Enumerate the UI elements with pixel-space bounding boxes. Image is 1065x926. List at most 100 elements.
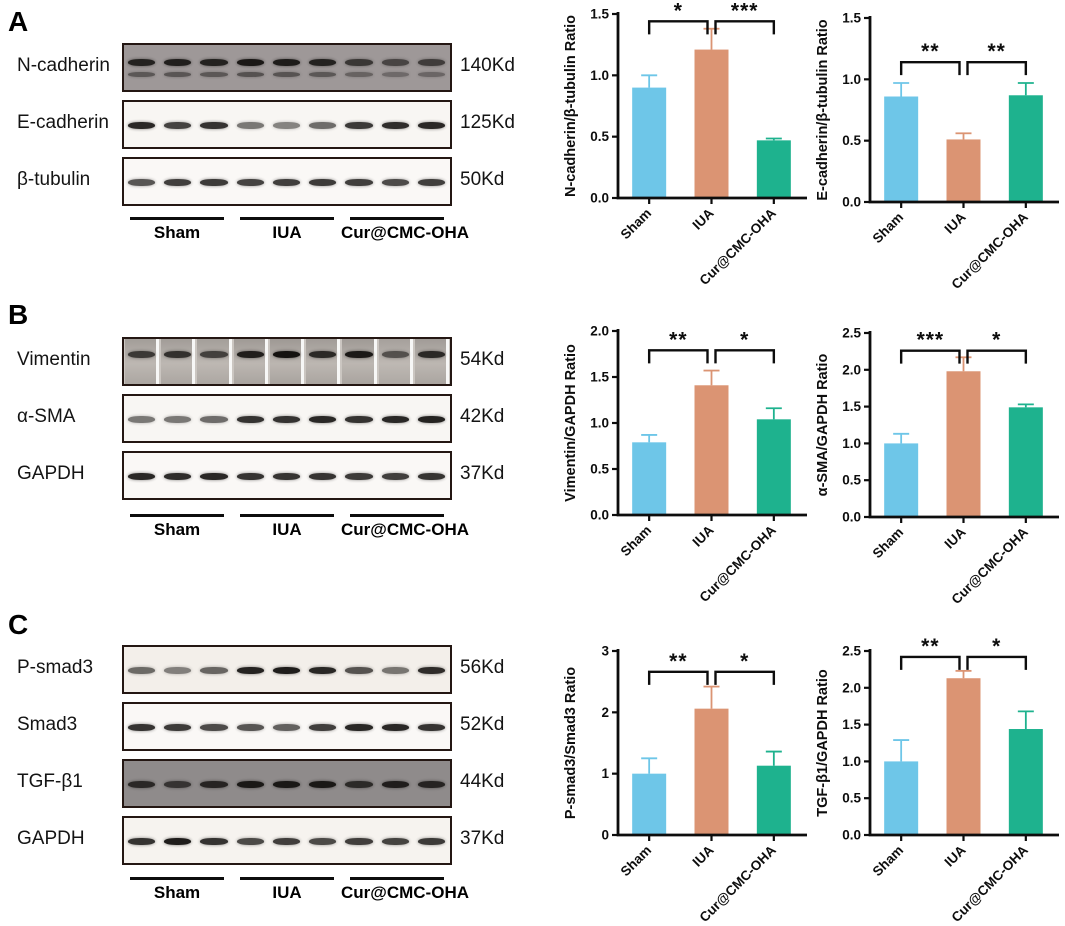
blot-lane-gap xyxy=(192,339,196,384)
bar-IUA xyxy=(946,678,981,835)
significance-stars: ** xyxy=(921,40,939,63)
protein-band xyxy=(417,179,445,186)
group-label-Sham: Sham xyxy=(153,520,201,539)
blot-lane-smear xyxy=(125,339,157,384)
y-tick-label: 1.5 xyxy=(842,11,861,26)
protein-band xyxy=(236,122,264,129)
protein-band xyxy=(417,667,445,674)
blot-strip-E-cadherin xyxy=(122,100,452,149)
y-tick-label: 1.5 xyxy=(590,370,609,385)
y-axis-label: Vimentin/GAPDH Ratio xyxy=(563,344,579,502)
molecular-weight-label: 54Kd xyxy=(460,349,505,370)
bar-IUA xyxy=(694,385,729,515)
y-tick-label: 2.0 xyxy=(842,362,861,377)
protein-band xyxy=(272,838,301,845)
x-category-label: IUA xyxy=(690,205,717,232)
blot-lane-gap xyxy=(373,339,377,384)
protein-band xyxy=(381,351,409,358)
protein-band xyxy=(309,122,337,129)
protein-band xyxy=(200,724,228,731)
protein-band xyxy=(164,122,192,129)
molecular-weight-label: 37Kd xyxy=(460,828,505,849)
y-tick-label: 0.0 xyxy=(842,195,861,210)
x-category-label: IUA xyxy=(942,209,969,236)
x-category-label: Sham xyxy=(870,210,907,247)
molecular-weight-label: 44Kd xyxy=(460,771,505,792)
significance-stars: * xyxy=(992,329,1001,352)
protein-band xyxy=(164,667,192,674)
significance-stars: * xyxy=(992,635,1001,658)
significance-stars: ** xyxy=(669,650,687,673)
group-underline xyxy=(130,217,224,220)
protein-band xyxy=(128,179,156,186)
protein-band xyxy=(164,781,192,788)
bar-Sham xyxy=(632,773,667,835)
protein-band xyxy=(128,473,156,480)
significance-bracket xyxy=(966,60,1028,76)
significance-bracket xyxy=(714,349,776,364)
protein-band xyxy=(345,724,373,731)
bar-Sham xyxy=(884,443,919,517)
protein-label: P-smad3 xyxy=(17,657,94,678)
protein-band xyxy=(345,179,373,186)
x-category-label: IUA xyxy=(942,842,969,869)
bar-IUA xyxy=(694,708,729,835)
protein-band xyxy=(345,781,373,788)
blot-lane-gap xyxy=(264,339,268,384)
molecular-weight-label: 37Kd xyxy=(460,463,505,484)
group-underline xyxy=(130,514,224,517)
bar-IUA xyxy=(946,371,981,517)
protein-label: TGF-β1 xyxy=(17,771,83,792)
protein-band xyxy=(272,781,301,788)
blot-strip-P-smad3 xyxy=(122,645,452,694)
protein-band xyxy=(128,781,156,788)
significance-bracket xyxy=(966,655,1028,670)
y-tick-label: 1.0 xyxy=(842,754,861,769)
protein-band xyxy=(417,122,445,129)
protein-label: Smad3 xyxy=(17,714,78,735)
protein-band xyxy=(164,351,192,358)
protein-band-secondary xyxy=(345,72,373,77)
blot-lane-smear xyxy=(197,339,229,384)
protein-band-secondary xyxy=(164,72,192,77)
protein-band xyxy=(345,416,373,423)
protein-band xyxy=(309,724,337,731)
bar-Cur@CMC-OHA xyxy=(756,419,791,515)
significance-bracket xyxy=(647,20,709,35)
protein-band xyxy=(309,838,337,845)
protein-band xyxy=(128,416,156,423)
molecular-weight-label: 125Kd xyxy=(460,112,515,133)
bar-Sham xyxy=(632,442,667,515)
protein-band xyxy=(417,838,445,845)
x-category-label: Sham xyxy=(618,523,655,560)
group-underline xyxy=(350,217,444,220)
y-tick-label: 1.5 xyxy=(590,7,609,22)
y-tick-label: 0.0 xyxy=(842,510,861,525)
protein-band xyxy=(200,122,228,129)
blot-lane-gap xyxy=(446,339,449,384)
bar-Cur@CMC-OHA xyxy=(1008,729,1043,835)
protein-band-secondary xyxy=(381,72,409,77)
protein-band xyxy=(417,781,445,788)
y-axis-label: α-SMA/GAPDH Ratio xyxy=(815,354,831,497)
bar-Cur@CMC-OHA xyxy=(1008,95,1043,202)
protein-band xyxy=(309,179,337,186)
protein-band xyxy=(381,838,409,845)
protein-band xyxy=(200,473,228,480)
protein-band xyxy=(200,781,228,788)
group-label-Sham: Sham xyxy=(153,223,201,242)
protein-band xyxy=(128,59,156,66)
protein-band xyxy=(236,351,264,358)
protein-band xyxy=(272,724,301,731)
bar-IUA xyxy=(694,49,729,198)
y-tick-label: 0.0 xyxy=(590,508,609,523)
protein-band xyxy=(236,724,264,731)
blot-lane-smear xyxy=(378,339,410,384)
group-underline xyxy=(240,514,334,517)
